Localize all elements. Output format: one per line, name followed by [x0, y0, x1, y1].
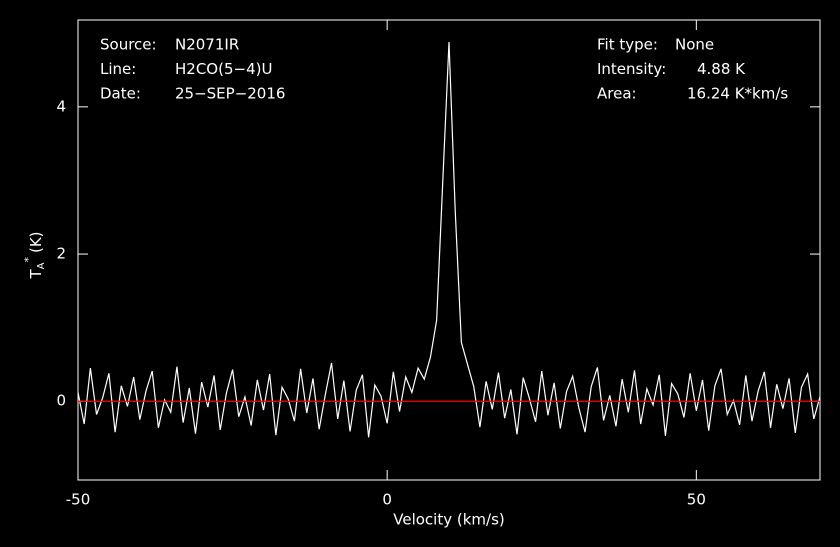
x-tick-label: -50	[66, 491, 91, 509]
y-label-unit: (K)	[27, 231, 45, 253]
x-tick-label: 0	[382, 491, 392, 509]
plot-frame	[77, 19, 821, 481]
info-value: 25−SEP−2016	[175, 85, 285, 103]
y-axis-label: TA* (K)	[22, 231, 47, 279]
info-label: Date:	[100, 85, 141, 103]
y-tick-label: 0	[56, 392, 66, 410]
info-value: H2CO(5−4)U	[175, 60, 272, 78]
info-value: 16.24 K*km/s	[687, 85, 788, 103]
info-value: N2071IR	[175, 36, 239, 54]
info-label: Source:	[100, 36, 157, 54]
y-label-sub: A	[36, 262, 47, 269]
info-label: Line:	[100, 60, 136, 78]
x-axis-label: Velocity (km/s)	[393, 511, 504, 529]
y-label-sup: *	[22, 257, 35, 263]
x-tick-label: 50	[687, 491, 706, 509]
info-label: Intensity:	[597, 60, 666, 78]
info-label: Fit type:	[597, 36, 658, 54]
y-label-main: T	[27, 269, 45, 280]
info-value: None	[675, 36, 714, 54]
y-tick-label: 2	[56, 245, 66, 263]
info-value: 4.88 K	[697, 60, 746, 78]
info-label: Area:	[597, 85, 637, 103]
spectrum-line	[77, 42, 821, 438]
y-tick-label: 4	[56, 97, 66, 115]
